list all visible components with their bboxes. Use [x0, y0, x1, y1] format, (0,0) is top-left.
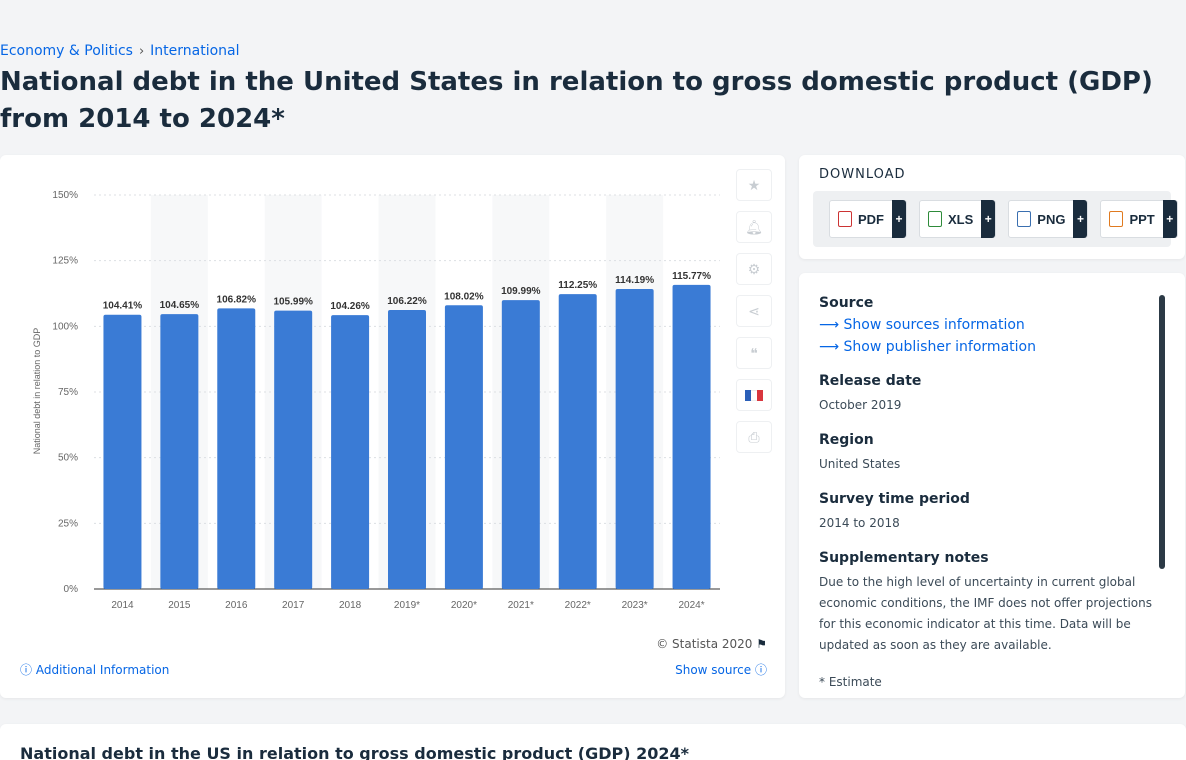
plus-icon: + — [892, 200, 906, 238]
png-file-icon — [1017, 211, 1032, 227]
breadcrumb-economy[interactable]: Economy & Politics — [0, 43, 133, 59]
breadcrumb-international[interactable]: International — [150, 43, 240, 59]
notes-heading: Supplementary notes — [819, 550, 989, 566]
download-buttons: PDF + XLS + PNG + PPT + — [813, 191, 1178, 247]
y-tick-label: 150% — [52, 190, 78, 201]
data-label: 108.02% — [444, 291, 484, 302]
additional-info-link[interactable]: ⓘ Additional Information — [20, 663, 170, 677]
data-label: 105.99% — [273, 297, 313, 308]
x-tick-label: 2020* — [451, 600, 477, 611]
estimate-note: * Estimate — [819, 675, 882, 689]
download-title: DOWNLOAD — [819, 167, 906, 182]
print-icon[interactable]: ⎙ — [736, 421, 772, 453]
chevron-right-icon: › — [138, 43, 145, 59]
x-tick-label: 2019* — [394, 600, 420, 611]
x-tick-label: 2014 — [111, 600, 134, 611]
bar[interactable] — [160, 314, 199, 589]
info-icon: ⓘ — [754, 663, 767, 677]
quote-icon[interactable]: ❝ — [736, 337, 772, 369]
ppt-file-icon — [1109, 211, 1124, 227]
bar[interactable] — [501, 300, 540, 589]
x-tick-label: 2015 — [168, 600, 191, 611]
page-title: National debt in the United States in re… — [0, 67, 1153, 134]
data-label: 106.82% — [217, 294, 257, 305]
plus-icon: + — [1073, 200, 1088, 238]
x-tick-label: 2023* — [622, 600, 648, 611]
release-value: October 2019 — [819, 398, 902, 412]
bar[interactable] — [558, 294, 597, 589]
notes-value: Due to the high level of uncertainty in … — [819, 575, 1152, 652]
chart-card: 0% 25% 50% 75% 100% 125% 150% 104.41% 104.65% 10… — [0, 155, 785, 698]
plus-icon: + — [981, 200, 996, 238]
bar[interactable] — [274, 310, 313, 589]
download-xls-button[interactable]: XLS + — [919, 200, 997, 238]
region-value: United States — [819, 457, 901, 471]
info-card: Source ⟶ Show sources information ⟶ Show… — [799, 273, 1185, 698]
bar[interactable] — [444, 305, 483, 589]
bell-icon[interactable]: 🔔︎ — [736, 211, 772, 243]
period-value: 2014 to 2018 — [819, 516, 900, 530]
x-tick-label: 2018 — [339, 600, 362, 611]
scrollbar[interactable] — [1159, 295, 1165, 569]
gear-icon[interactable]: ⚙ — [736, 253, 772, 285]
y-tick-label: 75% — [58, 387, 78, 398]
bar[interactable] — [672, 284, 711, 589]
breadcrumb: Economy & Politics › International — [0, 43, 240, 59]
data-label: 104.26% — [330, 301, 370, 312]
statista-credit[interactable]: © Statista 2020 ⚑ — [656, 637, 767, 651]
x-tick-label: 2016 — [225, 600, 248, 611]
download-card: DOWNLOAD PDF + XLS + PNG + PPT + — [799, 155, 1185, 259]
data-label: 104.41% — [103, 301, 143, 312]
x-tick-label: 2021* — [508, 600, 534, 611]
bar[interactable] — [331, 315, 370, 589]
source-heading: Source — [819, 295, 874, 311]
bar[interactable] — [217, 308, 256, 589]
release-heading: Release date — [819, 373, 922, 389]
star-icon[interactable]: ★ — [736, 169, 772, 201]
bar-chart: 0% 25% 50% 75% 100% 125% 150% 104.41% 104.65% 10… — [32, 190, 720, 611]
french-flag-icon[interactable] — [736, 379, 772, 411]
show-source-link[interactable]: Show source ⓘ — [675, 663, 767, 677]
y-tick-label: 25% — [58, 518, 78, 529]
bottom-card: National debt in the US in relation to g… — [0, 724, 1186, 760]
xls-file-icon — [928, 211, 942, 227]
period-heading: Survey time period — [819, 491, 970, 507]
data-label: 114.19% — [615, 275, 654, 286]
show-sources-link[interactable]: ⟶ Show sources information — [819, 317, 1025, 333]
flag-icon: ⚑ — [756, 637, 767, 651]
data-label: 115.77% — [672, 271, 711, 282]
y-tick-label: 50% — [58, 453, 78, 464]
bar[interactable] — [103, 314, 142, 589]
pdf-file-icon — [838, 211, 852, 227]
y-axis-label: National debt in relation to GDP — [32, 328, 42, 455]
x-tick-label: 2024* — [678, 600, 704, 611]
x-tick-label: 2017 — [282, 600, 305, 611]
arrow-right-icon: ⟶ — [819, 317, 840, 333]
download-ppt-button[interactable]: PPT + — [1100, 200, 1178, 238]
info-icon: ⓘ — [20, 663, 33, 677]
download-png-button[interactable]: PNG + — [1008, 200, 1089, 238]
bottom-title: National debt in the US in relation to g… — [20, 744, 690, 760]
download-pdf-button[interactable]: PDF + — [829, 200, 907, 238]
y-tick-label: 0% — [64, 584, 79, 595]
data-label: 109.99% — [501, 286, 541, 297]
header-area — [0, 0, 1186, 145]
y-tick-label: 125% — [52, 256, 78, 267]
bar[interactable] — [615, 289, 654, 589]
region-heading: Region — [819, 432, 874, 448]
chart-tools: ★ 🔔︎ ⚙ ⋖ ❝ ⎙ — [736, 169, 772, 463]
share-icon[interactable]: ⋖ — [736, 295, 772, 327]
data-label: 104.65% — [160, 300, 200, 311]
x-tick-label: 2022* — [565, 600, 591, 611]
y-tick-label: 100% — [52, 321, 78, 332]
data-label: 112.25% — [558, 280, 597, 291]
data-label: 106.22% — [387, 296, 427, 307]
plus-icon: + — [1162, 200, 1177, 238]
show-publisher-link[interactable]: ⟶ Show publisher information — [819, 339, 1036, 355]
arrow-right-icon: ⟶ — [819, 339, 840, 355]
bar[interactable] — [388, 309, 426, 589]
